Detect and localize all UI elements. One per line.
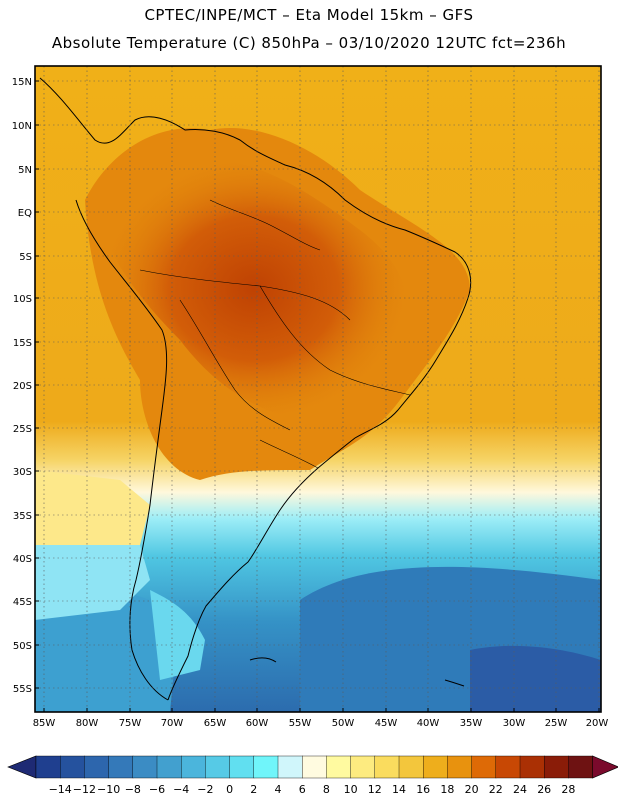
lon-label: 60W: [246, 718, 269, 729]
lat-label: 55S: [13, 684, 32, 695]
colorbar-swatch: [398, 755, 424, 779]
temperature-field: [35, 66, 601, 712]
colorbar-tick-label: 6: [299, 783, 306, 796]
colorbar-tick-label: 22: [489, 783, 503, 796]
colorbar-swatch: [374, 755, 400, 779]
map-title-line1: CPTEC/INPE/MCT – Eta Model 15km – GFS: [144, 6, 474, 24]
colorbar-swatch: [35, 755, 61, 779]
lon-label: 85W: [33, 718, 56, 729]
lat-label: 15N: [12, 77, 32, 88]
colorbar-swatch: [205, 755, 231, 779]
colorbar-swatch: [568, 755, 594, 779]
colorbar-labels: −14 −12 −10 −8 −6 −4 −2 0 2 4 6 8 10 12 14 16 18 20 22 24 26…: [49, 783, 576, 796]
colorbar-tick-label: 2: [250, 783, 257, 796]
map-frame: [34, 65, 602, 713]
lon-label: 65W: [204, 718, 227, 729]
colorbar-swatch: [350, 755, 376, 779]
colorbar-tick-label: 8: [323, 783, 330, 796]
colorbar-tick-label: 10: [344, 783, 358, 796]
colorbar-swatch: [544, 755, 569, 779]
colorbar-swatch: [519, 755, 545, 779]
lat-label: 45S: [13, 597, 32, 608]
lat-label: EQ: [18, 208, 32, 219]
lat-label: 10S: [13, 294, 32, 305]
colorbar-tick-label: 26: [537, 783, 551, 796]
colorbar-under-arrow: [7, 755, 37, 779]
lon-label: 75W: [119, 718, 142, 729]
colorbar-tick-label: −6: [149, 783, 165, 796]
lon-label: 40W: [417, 718, 440, 729]
lon-label: 35W: [460, 718, 483, 729]
lon-label: 55W: [289, 718, 312, 729]
lat-label: 40S: [13, 554, 32, 565]
lon-label: 50W: [332, 718, 355, 729]
colorbar-tick-label: −12: [73, 783, 96, 796]
lat-label: 5N: [18, 165, 32, 176]
lon-label: 20W: [586, 718, 609, 729]
colorbar-tick-label: −8: [125, 783, 141, 796]
colorbar-tick-label: −10: [97, 783, 120, 796]
colorbar-swatch: [423, 755, 448, 779]
colorbar-swatch: [108, 755, 134, 779]
lon-label: 80W: [76, 718, 99, 729]
colorbar-swatch: [495, 755, 521, 779]
axis-ticks: [35, 80, 600, 712]
lon-label: 70W: [161, 718, 184, 729]
colorbar-swatch: [84, 755, 110, 779]
map-title-line2: Absolute Temperature (C) 850hPa – 03/10/…: [51, 34, 567, 52]
colorbar-tick-label: 28: [561, 783, 575, 796]
lon-label: 30W: [503, 718, 526, 729]
colorbar-swatch: [277, 755, 303, 779]
political-borders: [139, 199, 411, 469]
lon-label: 45W: [375, 718, 398, 729]
lat-label: 30S: [13, 467, 32, 478]
longitude-labels: 85W 80W 75W 70W 65W 60W 55W 50W 45W 40W …: [33, 718, 609, 729]
colorbar-tick-label: 24: [513, 783, 527, 796]
colorbar-swatch: [60, 755, 85, 779]
colorbar-tick-label: 20: [465, 783, 479, 796]
lat-label: 10N: [12, 121, 32, 132]
colorbar-tick-label: 16: [416, 783, 430, 796]
colorbar-swatch: [471, 755, 497, 779]
lon-label: 25W: [545, 718, 568, 729]
colorbar-over-arrow: [592, 755, 618, 779]
colorbar-swatch: [253, 755, 279, 779]
lat-label: 50S: [13, 641, 32, 652]
colorbar-swatch: [132, 755, 158, 779]
colorbar-tick-label: 4: [275, 783, 282, 796]
colorbar-swatch: [302, 755, 327, 779]
lat-label: 20S: [13, 381, 32, 392]
coastlines: [39, 77, 472, 701]
colorbar-tick-label: 14: [392, 783, 406, 796]
lat-label: 25S: [13, 424, 32, 435]
latitude-labels: 15N 10N 5N EQ 5S 10S 15S 20S 25S 30S 35S…: [12, 77, 32, 695]
colorbar-swatch: [229, 755, 255, 779]
colorbar-swatch: [326, 755, 352, 779]
colorbar-tick-label: 0: [226, 783, 233, 796]
colorbar-swatch: [156, 755, 182, 779]
colorbar-tick-label: 18: [440, 783, 454, 796]
colorbar: [7, 755, 618, 779]
colorbar-tick-label: −2: [197, 783, 213, 796]
lat-label: 5S: [19, 252, 32, 263]
lat-label: 15S: [13, 338, 32, 349]
colorbar-swatch: [180, 755, 206, 779]
colorbar-tick-label: −14: [49, 783, 72, 796]
colorbar-tick-label: −4: [173, 783, 189, 796]
colorbar-swatch: [447, 755, 473, 779]
colorbar-tick-label: 12: [368, 783, 382, 796]
lat-label: 35S: [13, 511, 32, 522]
